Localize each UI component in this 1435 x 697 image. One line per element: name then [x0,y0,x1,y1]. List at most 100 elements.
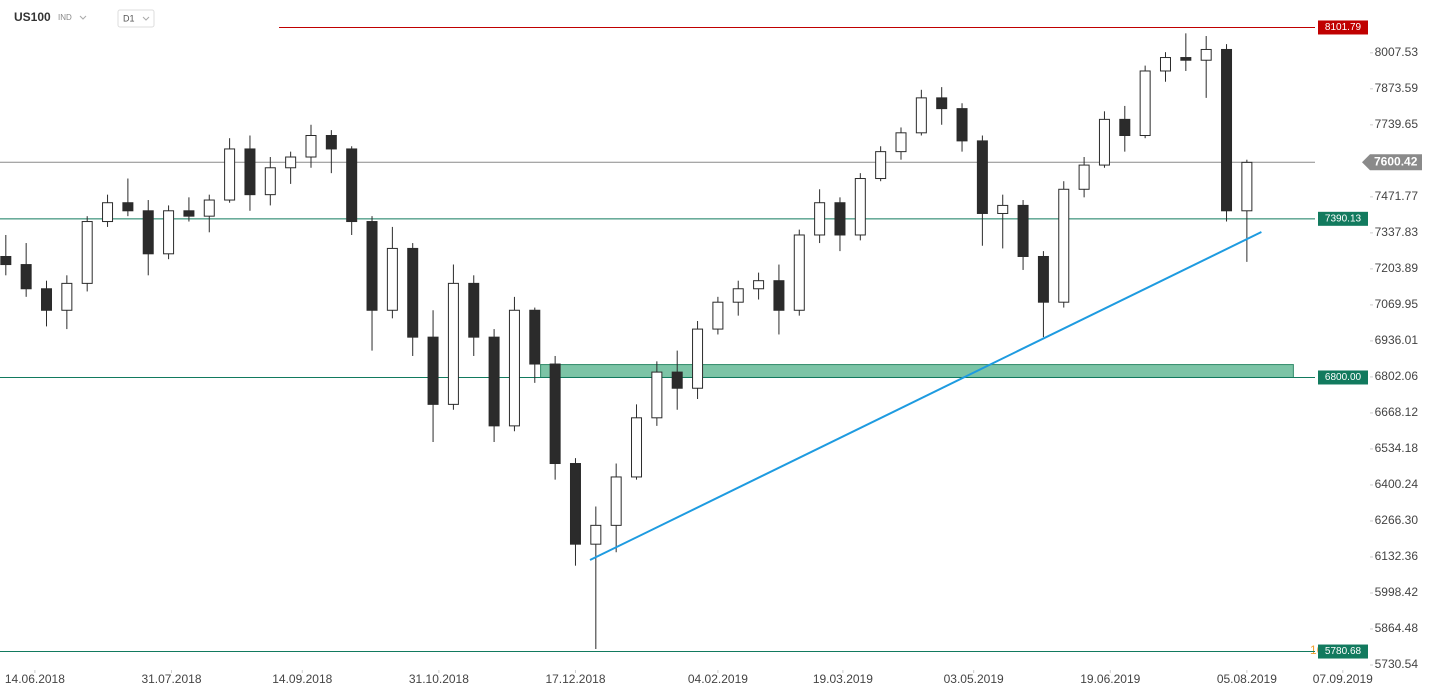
x-tick-label: 19.06.2019 [1080,672,1140,686]
candle-body [773,280,785,311]
level-tag [1318,370,1368,385]
interval[interactable]: D1 [123,13,135,23]
candle-body [834,202,846,236]
candle-body [529,309,541,365]
candle-body [142,210,154,255]
candle-body [61,282,73,311]
candle-body [468,282,480,338]
x-tick-label: 31.07.2018 [141,672,201,686]
candle-body [1058,188,1070,303]
candle-body [915,97,927,134]
candle-body [0,255,12,266]
y-tick-label: 7337.83 [1375,225,1419,239]
level-tag-label: 7390.13 [1325,213,1362,224]
candle-body [875,151,887,180]
candle-body [285,156,297,169]
candle-body [753,280,765,290]
x-tick-label: 07.09.2019 [1313,672,1373,686]
x-tick-label: 03.05.2019 [944,672,1004,686]
candle-body [692,328,704,389]
candle-body [224,148,236,201]
candle-body [936,97,948,110]
candle-body [488,336,500,427]
candle-body [346,148,358,223]
candle-body [590,524,602,545]
candle-body [41,288,53,311]
x-tick-label: 31.10.2018 [409,672,469,686]
price-tag-label: 7600.42 [1374,154,1418,168]
level-tag [1318,644,1368,659]
dropdown-icon[interactable] [79,15,87,20]
y-tick-label: 7873.59 [1375,81,1419,95]
candle-body [102,202,114,223]
candle-body [854,178,866,236]
y-tick-label: 7471.77 [1375,189,1419,203]
y-tick-label: 7069.95 [1375,297,1419,311]
x-tick-label: 19.03.2019 [813,672,873,686]
candle-body [732,288,744,303]
candle-body [244,148,256,196]
y-tick-label: 8007.53 [1375,45,1419,59]
y-tick-label: 7203.89 [1375,261,1419,275]
y-tick-label: 5998.42 [1375,585,1419,599]
candle-body [610,476,622,526]
candle-body [651,371,663,419]
candle-body [427,336,439,405]
candle-body [712,301,724,330]
level-tag-label: 6800.00 [1325,372,1362,383]
candle-body [569,463,581,545]
candle-body [183,210,195,217]
candle-body [1098,118,1110,166]
candle-body [671,371,683,389]
x-tick-label: 14.06.2018 [5,672,65,686]
candle-body [407,247,419,338]
candle-body [386,247,398,311]
candle-body [20,264,32,290]
candle-body [366,221,378,311]
candle-body [997,204,1009,214]
y-tick-label: 6132.36 [1375,549,1419,563]
candle-body [1180,57,1192,61]
y-tick-label: 6802.06 [1375,369,1419,383]
candle-body [793,234,805,311]
candle-body [1200,48,1212,61]
dropdown-icon[interactable] [142,16,150,21]
y-tick-label: 5730.54 [1375,657,1419,671]
x-tick-label: 05.08.2019 [1217,672,1277,686]
candle-body [447,282,459,405]
level-tag [1318,211,1368,226]
candle-body [956,108,968,142]
y-tick-label: 6266.30 [1375,513,1419,527]
candle-body [508,309,520,427]
candle-body [325,135,337,150]
candle-body [122,202,134,212]
candle-body [1221,48,1233,212]
symbol[interactable]: US100 [14,10,51,24]
candle-body [814,202,826,236]
candle-body [1119,118,1131,137]
candle-body [1078,164,1090,190]
y-tick-label: 6400.24 [1375,477,1419,491]
candle-body [1159,57,1171,72]
candle-body [976,140,988,214]
price-tag [1362,154,1422,171]
y-tick-label: 5864.48 [1375,621,1419,635]
candle-body [1139,70,1151,137]
x-tick-label: 14.09.2018 [272,672,332,686]
candle-body [1037,255,1049,303]
candle-body [264,167,276,196]
candle-body [549,363,561,465]
y-tick-label: 6936.01 [1375,333,1419,347]
candle-body [895,132,907,153]
candle-body [1017,204,1029,257]
level-tag [1318,20,1368,35]
level-tag-label: 8101.79 [1325,22,1362,33]
market: IND [58,13,72,22]
x-tick-label: 04.02.2019 [688,672,748,686]
x-tick-label: 17.12.2018 [545,672,605,686]
candle-body [1241,161,1253,212]
candle-body [305,135,317,158]
interval-box[interactable] [117,9,155,28]
